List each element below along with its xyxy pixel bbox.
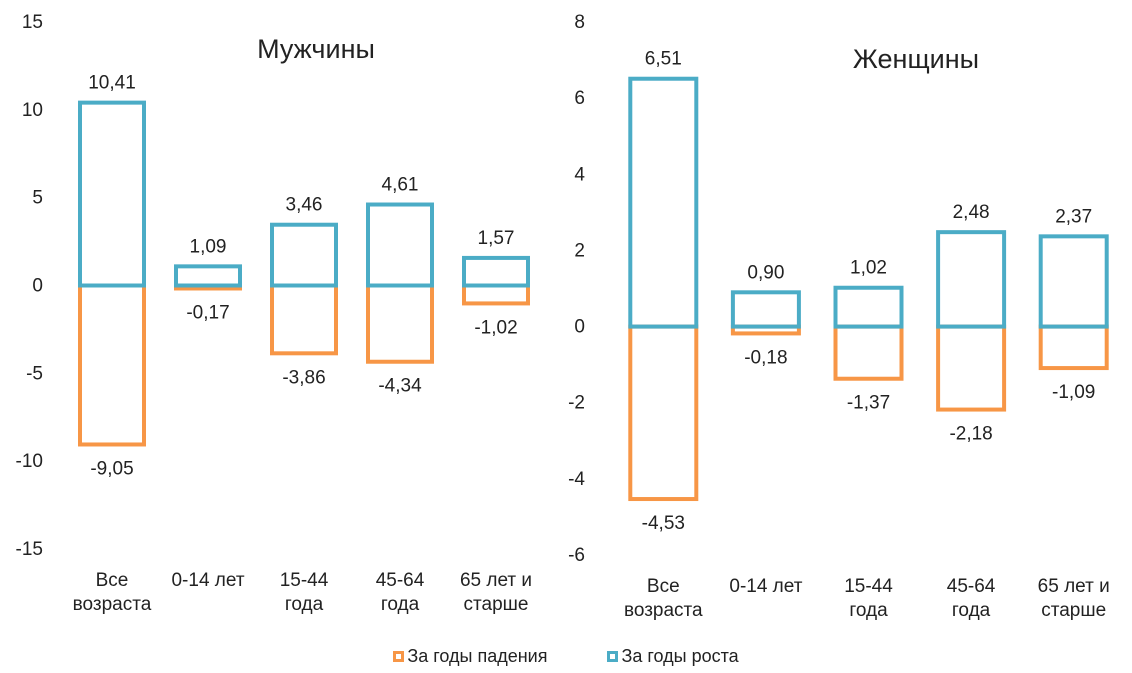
men-label-growth: 10,41 <box>88 73 136 94</box>
women-bar-growth <box>936 230 1007 329</box>
women-category-line: возраста <box>624 600 703 621</box>
women-label-fall: -2,18 <box>949 424 992 445</box>
men-category-line: 0-14 лет <box>171 570 244 591</box>
men-category-label: 15-44 года <box>280 570 329 615</box>
men-bar-fall <box>462 283 530 306</box>
women-y-tick-label: 0 <box>574 317 585 338</box>
men-bar-fall <box>78 283 146 447</box>
men-label-growth: 4,61 <box>382 175 419 196</box>
women-category-line: 15-44 <box>844 576 893 597</box>
men-category-label: 0-14 лет <box>171 570 244 591</box>
women-y-tick-label: -2 <box>568 393 585 414</box>
women-chart: -6 -4 -2 0 2 4 6 8 Женщины -4,53 6,51 Все возраста -0… <box>568 12 1110 621</box>
women-bar-fall <box>628 324 699 502</box>
women-category-label: 65 лет и старше <box>1038 576 1110 621</box>
men-label-fall: -3,86 <box>282 367 325 388</box>
charts-area: -15 -10 -5 0 5 10 15 Мужчины -9,05 10,41 Все возрас… <box>16 12 1110 621</box>
women-category-line: года <box>952 600 991 621</box>
women-category-line: 65 лет и <box>1038 576 1110 597</box>
men-category-line: 65 лет и <box>460 570 532 591</box>
women-category-line: года <box>849 600 888 621</box>
men-category-line: года <box>381 594 420 615</box>
women-label-growth: 1,02 <box>850 258 887 279</box>
legend-label-fall: За годы падения <box>407 646 548 666</box>
men-chart-title: Мужчины <box>257 34 375 64</box>
men-y-tick-label: -5 <box>26 363 43 384</box>
men-category-line: года <box>285 594 324 615</box>
women-y-tick-label: -6 <box>568 545 585 566</box>
legend-swatch-fall <box>393 651 405 662</box>
women-bar-growth <box>833 285 904 329</box>
women-label-fall: -4,53 <box>642 513 685 534</box>
women-y-tick-label: 6 <box>574 88 585 109</box>
women-label-fall: -1,09 <box>1052 382 1095 403</box>
men-y-tick-label: 15 <box>22 12 43 33</box>
legend: За годы падения За годы роста <box>0 646 1132 667</box>
women-bar-growth <box>1038 234 1109 329</box>
men-y-tick-label: 0 <box>32 276 43 297</box>
men-chart: -15 -10 -5 0 5 10 15 Мужчины -9,05 10,41 Все возрас… <box>16 12 532 615</box>
men-label-growth: 1,57 <box>478 228 515 249</box>
men-label-fall: -0,17 <box>186 302 229 323</box>
women-category-label: Все возраста <box>624 576 703 621</box>
women-category-line: 0-14 лет <box>729 576 802 597</box>
men-y-tick-label: 5 <box>32 188 43 209</box>
women-chart-title: Женщины <box>853 44 979 74</box>
men-bar-fall <box>270 283 338 356</box>
women-category-line: Все <box>647 576 680 597</box>
men-bar-growth <box>462 255 530 288</box>
women-bar-fall <box>1038 324 1109 371</box>
men-category-label: 45-64 года <box>376 570 425 615</box>
men-category-line: Все <box>96 570 129 591</box>
women-category-label: 45-64 года <box>947 576 996 621</box>
men-label-fall: -1,02 <box>474 317 517 338</box>
men-y-tick-label: -15 <box>16 539 43 560</box>
women-category-line: старше <box>1041 600 1106 621</box>
men-bar-growth <box>78 100 146 288</box>
women-bar-fall <box>936 324 1007 412</box>
women-bar-growth <box>730 290 801 329</box>
men-category-line: возраста <box>73 594 152 615</box>
men-y-tick-label: -10 <box>16 451 43 472</box>
women-label-growth: 2,48 <box>953 202 990 223</box>
men-category-line: 15-44 <box>280 570 329 591</box>
legend-label-growth: За годы роста <box>621 646 739 666</box>
men-category-label: 65 лет и старше <box>460 570 532 615</box>
men-label-growth: 3,46 <box>286 195 323 216</box>
women-y-tick-label: 4 <box>574 164 585 185</box>
women-bar-fall <box>833 324 904 381</box>
men-label-growth: 1,09 <box>190 236 227 257</box>
legend-item-growth: За годы роста <box>607 646 739 667</box>
men-bar-growth <box>366 202 434 288</box>
women-label-growth: 6,51 <box>645 49 682 70</box>
women-y-tick-label: -4 <box>568 469 585 490</box>
men-label-fall: -9,05 <box>90 458 133 479</box>
men-bar-growth <box>174 264 242 288</box>
men-label-fall: -4,34 <box>378 376 422 397</box>
women-y-tick-label: 2 <box>574 240 585 261</box>
men-y-tick-label: 10 <box>22 100 43 121</box>
women-label-growth: 2,37 <box>1055 206 1092 227</box>
women-category-label: 0-14 лет <box>729 576 802 597</box>
women-bar-growth <box>628 76 699 329</box>
women-label-growth: 0,90 <box>747 262 784 283</box>
legend-swatch-growth <box>607 651 619 662</box>
men-category-line: старше <box>464 594 529 615</box>
men-bar-fall <box>366 283 434 364</box>
legend-item-fall: За годы падения <box>393 646 547 667</box>
women-category-label: 15-44 года <box>844 576 893 621</box>
women-label-fall: -0,18 <box>744 347 787 368</box>
women-y-tick-label: 8 <box>574 12 585 33</box>
men-category-label: Все возраста <box>73 570 152 615</box>
women-label-fall: -1,37 <box>847 393 890 414</box>
women-category-line: 45-64 <box>947 576 996 597</box>
men-category-line: 45-64 <box>376 570 425 591</box>
men-bar-growth <box>270 222 338 288</box>
